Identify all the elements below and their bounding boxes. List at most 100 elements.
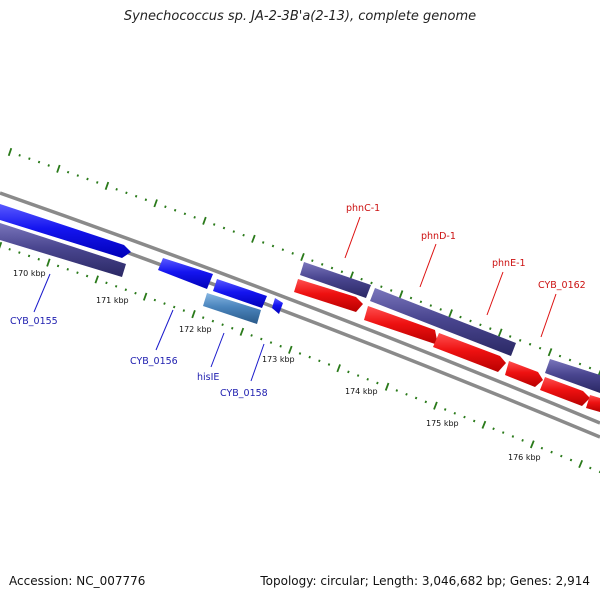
tick-dot [86,177,89,181]
tick-dot [125,191,128,195]
tick-dot [453,411,457,415]
gene-label-phne-1[interactable]: phnE-1 [492,258,526,269]
tick-dot [231,326,234,330]
tick-dot [183,212,187,216]
tick-mark [56,164,61,173]
tick-dot [429,304,433,307]
gene-label-cyb-0155[interactable]: CYB_0155 [10,316,58,327]
tick-dot [18,251,21,254]
tick-dot [409,296,413,300]
gene-arrow-cyb-0155-inner[interactable] [0,223,126,277]
gene-arrow-cyb-0162-outer[interactable] [545,359,600,393]
tick-mark [0,241,3,249]
tick-dot [134,291,137,295]
tick-dot [540,446,544,450]
inner-tick-ring [0,241,600,474]
gene-arrow-cyb-0158-b[interactable] [272,298,283,314]
gene-label-phnc-1[interactable]: phnC-1 [346,203,380,214]
scale-label-171kbp: 171 kbp [96,296,129,305]
gene-arrow-cyb-0162-c[interactable] [586,395,600,412]
tick-dot [201,316,205,320]
scale-label-170kbp: 170 kbp [13,269,46,278]
leader-line-phne-1 [486,271,504,316]
tick-mark [251,234,256,243]
tick-dot [568,358,572,362]
tick-dot [469,319,472,323]
tick-mark [398,290,404,299]
tick-dot [518,338,522,342]
tick-dot [311,259,314,262]
tick-dot [419,300,423,304]
backbone-outer-line [0,191,600,425]
tick-mark [239,327,245,336]
map-title: Synechococcus sp. JA-2-3B'a(2-13), compl… [123,9,477,24]
tick-dot [479,323,482,327]
gene-arrow-cyb-0162-a[interactable] [505,361,543,387]
accession-text: Accession: NC_007776 [9,574,146,588]
tick-dot [366,377,369,381]
tick-dot [356,374,360,377]
tick-dot [193,216,196,219]
tick-mark [104,181,110,191]
tick-dot [269,341,273,344]
gene-arrow-cyb-0155-outer[interactable] [0,204,131,258]
tick-dot [298,352,302,355]
gene-arrow-cyb-0158-a[interactable] [213,279,267,308]
tick-dot [588,366,592,370]
tick-dot [405,392,408,396]
tick-dot [271,244,275,248]
gene-arrow-cyb-0156[interactable] [158,258,213,289]
tick-dot [115,188,118,191]
gene-label-phnd-1[interactable]: phnD-1 [421,231,456,242]
tick-dot [508,335,512,338]
tick-dot [37,160,41,164]
tick-dot [489,327,492,331]
tick-dot [211,319,215,323]
gene-arrow-phnd-1-outer[interactable] [370,288,516,356]
tick-mark [94,275,99,284]
tick-dot [291,251,294,255]
tick-dot [281,248,285,251]
gene-arrow-phnc-1[interactable] [294,279,363,312]
gene-arrow-phnd-1[interactable] [364,306,438,345]
gene-arrow-cyb-0162-b[interactable] [540,377,590,406]
tick-dot [414,396,418,400]
tick-dot [395,389,399,392]
tick-dot [105,281,108,285]
tick-mark [481,420,487,429]
tick-dot [370,281,373,285]
tick-dot [380,285,383,288]
tick-dot [85,274,89,278]
tick-dot [232,230,236,233]
tick-dot [492,427,495,431]
leader-line-phnc-1 [344,216,361,259]
tick-dot [389,289,393,292]
leader-line-cyb-0162 [540,293,557,338]
gene-label-cyb-0162[interactable]: CYB_0162 [538,280,586,291]
genome-stats-text: Topology: circular; Length: 3,046,682 bp… [260,574,590,588]
tick-dot [56,264,60,268]
tick-mark [547,348,553,357]
scale-label-173kbp: 173 kbp [262,355,295,364]
tick-dot [521,438,524,442]
tick-dot [144,198,148,202]
gene-label-hisie[interactable]: hisIE [197,372,219,383]
tick-mark [202,216,207,225]
tick-dot [308,355,311,359]
gene-label-cyb-0156[interactable]: CYB_0156 [130,356,178,367]
tick-dot [182,309,186,312]
gene-arrow-phne-1[interactable] [433,333,506,372]
tick-dot [528,342,532,346]
scale-label-174kbp: 174 kbp [345,387,378,396]
gene-arrow-hisie[interactable] [203,293,261,324]
scale-label-172kbp: 172 kbp [179,325,212,334]
gene-label-cyb-0158[interactable]: CYB_0158 [220,388,268,399]
tick-dot [76,271,79,274]
tick-dot [163,302,166,305]
tick-dot [164,205,167,209]
tick-dot [472,419,476,423]
gene-arrow-phnc-1-outer[interactable] [300,262,371,298]
tick-dot [96,181,99,184]
tick-dot [114,285,118,288]
tick-dot [327,363,331,366]
